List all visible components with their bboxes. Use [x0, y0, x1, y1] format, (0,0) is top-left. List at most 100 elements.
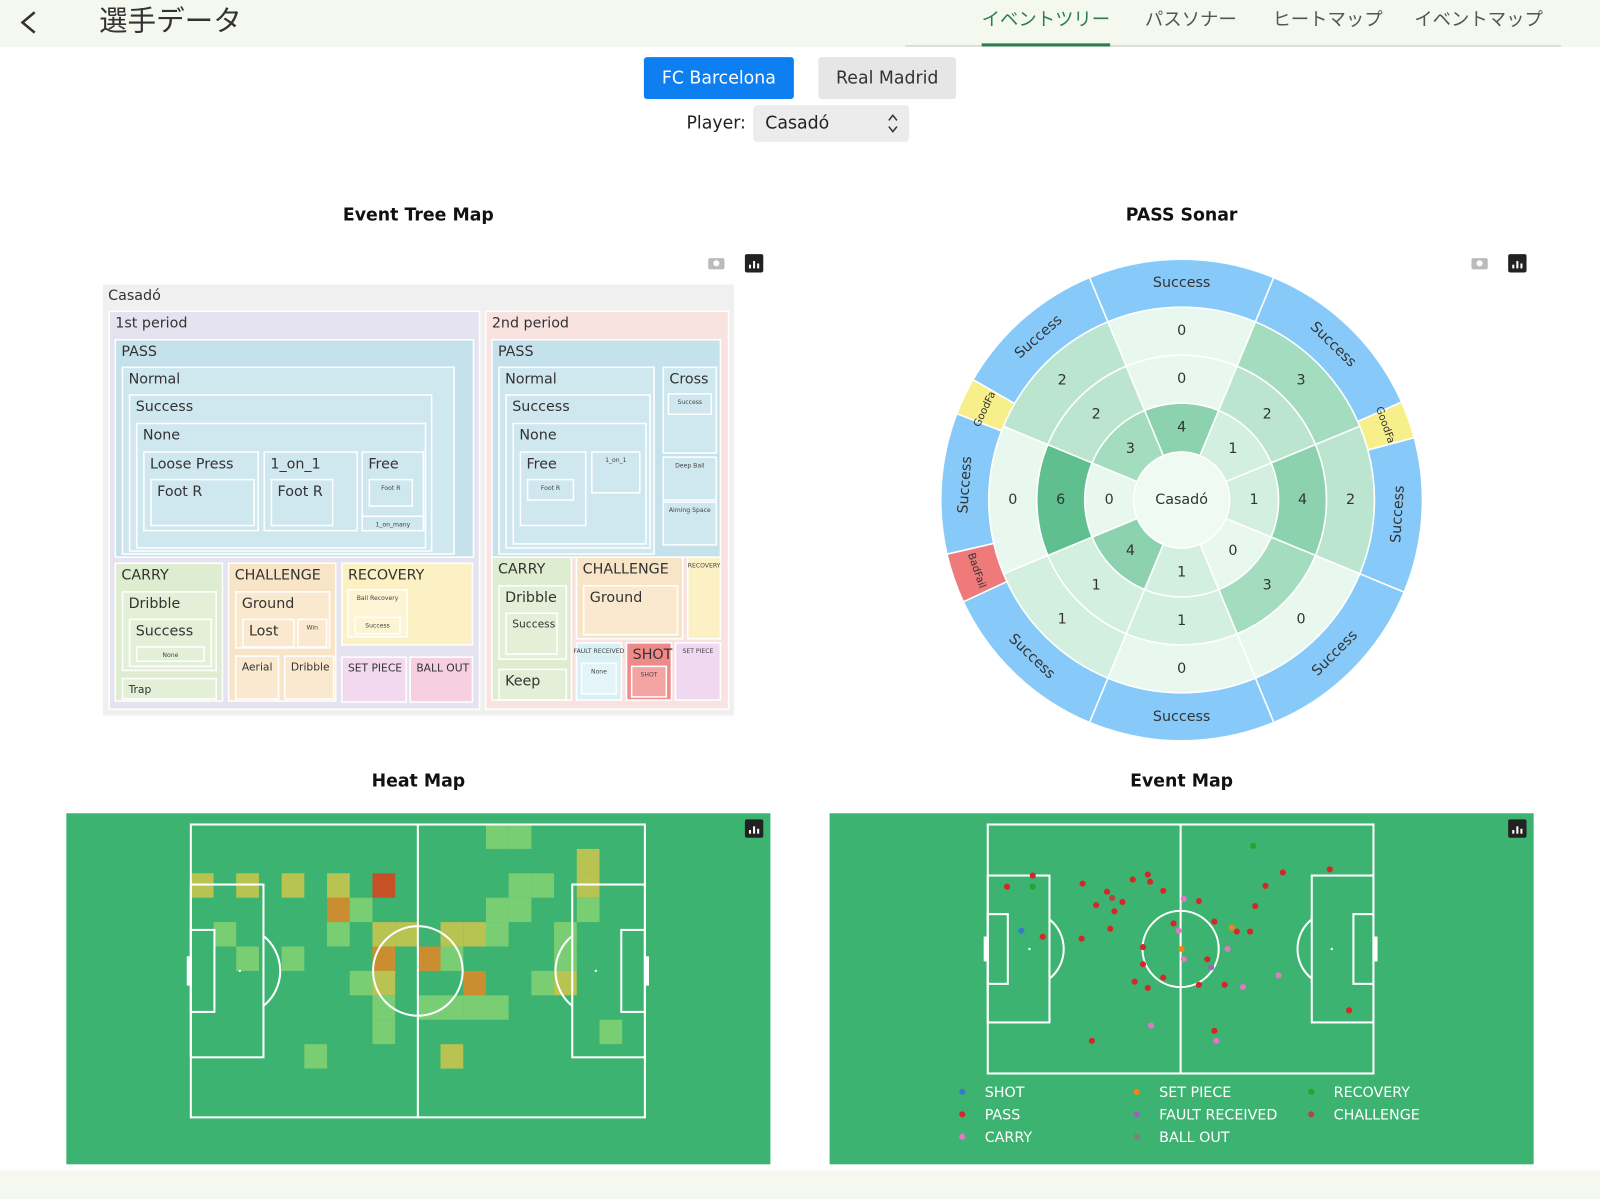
bottom-bar: [0, 1170, 1600, 1199]
penalty-spot: [594, 969, 598, 973]
sonar-value: 0: [1008, 492, 1017, 508]
goal: [644, 956, 649, 986]
treemap-label: Free: [527, 456, 557, 472]
treemap-node[interactable]: [135, 646, 205, 662]
treemap-label: None: [143, 428, 180, 444]
modebar-icon-bar: [1512, 264, 1515, 269]
heatmap-cell: [349, 970, 373, 996]
treemap-node[interactable]: [505, 612, 558, 655]
modebar-icon-bar: [753, 261, 756, 269]
tab[interactable]: ヒートマップ: [1272, 9, 1383, 30]
treemap-node[interactable]: [283, 655, 335, 700]
event-point: [1175, 927, 1182, 934]
treemap-node[interactable]: [630, 665, 668, 698]
team-button[interactable]: [818, 57, 957, 99]
top-bar: [0, 0, 1600, 47]
treemap-node[interactable]: [354, 616, 401, 635]
legend-marker: [959, 1111, 966, 1118]
legend-marker: [1133, 1111, 1140, 1118]
sonar-outer-segment: [972, 276, 1109, 405]
treemap-node[interactable]: [234, 655, 280, 700]
treemap-node[interactable]: [582, 584, 679, 636]
modebar-icon-bar: [1516, 826, 1519, 834]
player-select-value: Casadó: [765, 113, 829, 133]
heatmap-cell: [485, 824, 509, 849]
back-button[interactable]: [20, 11, 36, 34]
event-point: [1180, 895, 1187, 902]
heatmap-cell: [417, 995, 441, 1020]
sonar-value: 2: [1058, 373, 1067, 389]
treemap-node[interactable]: [409, 656, 474, 703]
event-point: [1147, 878, 1154, 885]
event-point: [1129, 876, 1136, 883]
treemap-label: Success: [512, 399, 569, 415]
event-point: [1079, 880, 1086, 887]
sonar-value: 1: [1092, 578, 1101, 594]
tab[interactable]: イベントツリー: [982, 9, 1111, 30]
heatmap-cell: [372, 1019, 396, 1045]
camera-lens: [1476, 260, 1483, 267]
heatmap-cell: [440, 922, 464, 947]
treemap-node[interactable]: [121, 677, 218, 700]
sonar-value: 0: [1177, 323, 1186, 339]
heatmap-cell: [213, 922, 237, 947]
treemap-label: None: [591, 668, 607, 675]
treemap-label: Success: [512, 618, 556, 631]
legend-marker: [959, 1133, 966, 1140]
event-point: [1211, 1027, 1218, 1034]
legend-label: CARRY: [985, 1130, 1033, 1146]
event-point: [1107, 925, 1114, 932]
treemap-label: Success: [365, 623, 390, 630]
treemap-label: SET PIECE: [683, 648, 714, 655]
treemap-label: 2nd period: [492, 315, 569, 331]
event-point: [1180, 956, 1187, 963]
treemap-label: PASS: [121, 344, 157, 360]
treemap-node[interactable]: [270, 478, 334, 527]
treemap-node[interactable]: [341, 656, 407, 703]
sonar-value: 1: [1228, 441, 1237, 457]
sonar-value: 3: [1297, 373, 1306, 389]
treemap-label: Cross: [669, 372, 708, 388]
team-button[interactable]: [643, 57, 794, 99]
goal: [1373, 936, 1378, 962]
treemap-label: RECOVERY: [688, 562, 721, 569]
modebar-icon-bar: [1516, 261, 1519, 269]
treemap-label: Normal: [129, 372, 181, 388]
treemap-node[interactable]: [297, 618, 328, 648]
treemap-node[interactable]: [591, 451, 641, 494]
legend-label: SET PIECE: [1159, 1085, 1231, 1101]
treemap-label: Free: [368, 456, 398, 472]
legend-marker: [1133, 1133, 1140, 1140]
treemap-node[interactable]: [498, 668, 568, 701]
modebar-icon-bar: [757, 828, 760, 834]
treemap-node[interactable]: [361, 515, 425, 532]
sonar-value: 0: [1177, 371, 1186, 387]
treemap-node[interactable]: [150, 478, 255, 527]
treemap-node[interactable]: [662, 501, 718, 546]
treemap-node[interactable]: [686, 556, 722, 640]
modebar-icon-bar: [748, 830, 752, 834]
sonar-value: 4: [1126, 543, 1135, 559]
treemap-node[interactable]: [242, 618, 295, 648]
treemap-label: Foot R: [157, 484, 202, 500]
event-point: [1211, 918, 1218, 925]
treemap-label: Foot R: [381, 485, 401, 492]
treemap-node[interactable]: [667, 393, 712, 416]
treemap-node[interactable]: [526, 478, 575, 501]
heatmap-cell: [372, 946, 396, 971]
treemap-node[interactable]: [368, 478, 414, 507]
treemap-node[interactable]: [580, 662, 618, 695]
treemap-node[interactable]: [674, 642, 722, 701]
tab[interactable]: パスソナー: [1145, 9, 1237, 30]
modebar-icon-bar: [1512, 830, 1515, 834]
treemap-node[interactable]: [662, 456, 718, 501]
player-select[interactable]: [753, 105, 910, 142]
team-button-label: FC Barcelona: [662, 69, 776, 89]
player-label: Player:: [686, 113, 745, 133]
event-point: [1221, 981, 1228, 988]
event-point: [1252, 902, 1259, 910]
event-point: [1262, 882, 1269, 889]
sonar-outer-label: Success: [1388, 485, 1408, 543]
tab[interactable]: イベントマップ: [1414, 9, 1543, 30]
